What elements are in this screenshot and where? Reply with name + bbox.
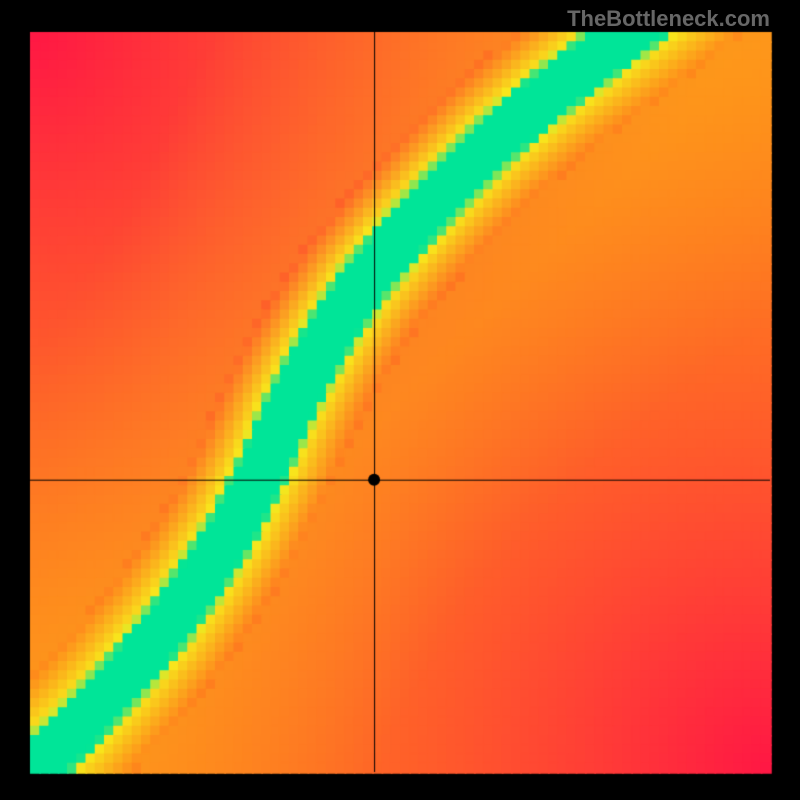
chart-container: TheBottleneck.com bbox=[0, 0, 800, 800]
heatmap-canvas bbox=[0, 0, 800, 800]
watermark-text: TheBottleneck.com bbox=[567, 6, 770, 32]
